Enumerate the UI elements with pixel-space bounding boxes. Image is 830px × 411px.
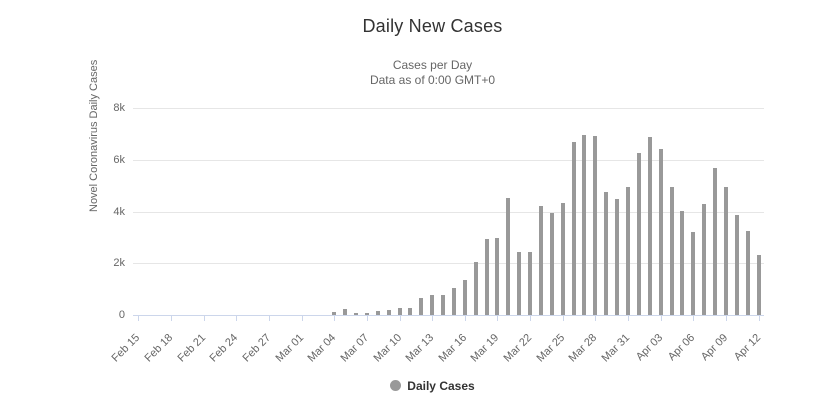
x-tick-mar-22 [530,316,532,321]
gridline-6k [133,159,764,161]
x-tick-mar-19 [497,316,499,321]
chart-subtitle-line2: Data as of 0:00 GMT+0 [369,73,496,87]
bar-mar-15[interactable] [451,288,456,315]
x-tick-mar-28 [595,316,597,321]
bar-mar-20[interactable] [506,198,511,315]
bar-mar-17[interactable] [473,262,478,315]
x-tick-feb-24 [236,316,238,321]
bar-mar-27[interactable] [582,135,587,315]
chart-title: Daily New Cases [362,16,503,36]
bar-mar-28[interactable] [593,136,598,315]
bar-mar-26[interactable] [571,142,576,315]
plot-area [133,108,764,315]
bar-mar-29[interactable] [604,192,609,315]
gridline-4k [133,211,764,213]
bar-mar-31[interactable] [626,187,630,315]
bar-mar-10[interactable] [397,308,402,315]
bar-apr-11[interactable] [745,231,750,315]
bar-mar-05[interactable] [343,309,348,315]
bar-apr-08[interactable] [713,168,718,315]
x-axis-line [133,315,764,316]
bar-apr-02[interactable] [647,137,652,315]
bar-mar-22[interactable] [528,252,533,315]
bar-mar-08[interactable] [375,311,380,315]
y-tick-label-4k: 4k [113,205,125,218]
bar-mar-06[interactable] [354,313,359,315]
legend-item-daily-cases[interactable]: Daily Cases [390,378,475,393]
bar-mar-30[interactable] [615,199,620,315]
bar-apr-12[interactable] [756,255,761,315]
x-tick-feb-27 [268,316,270,321]
chart-legend: Daily Cases [35,378,830,396]
x-tick-apr-06 [693,316,695,321]
x-tick-feb-18 [171,316,173,321]
legend-label: Daily Cases [407,378,475,393]
x-tick-mar-25 [562,316,564,321]
bar-mar-04[interactable] [332,312,337,315]
x-tick-mar-01 [301,316,303,321]
bar-mar-21[interactable] [517,252,522,315]
chart-subtitle-line1: Cases per Day [392,58,473,72]
bar-mar-12[interactable] [419,298,424,315]
x-tick-apr-09 [725,316,727,321]
gridline-2k [133,263,764,265]
x-tick-mar-16 [464,316,466,321]
bar-mar-11[interactable] [408,308,413,315]
bar-mar-18[interactable] [484,239,489,315]
bar-mar-24[interactable] [549,213,554,315]
x-tick-apr-12 [758,316,760,321]
bar-mar-09[interactable] [386,310,391,315]
bar-apr-03[interactable] [658,149,663,315]
bar-apr-01[interactable] [636,153,641,315]
bar-apr-06[interactable] [691,232,696,315]
x-tick-mar-13 [432,316,434,321]
chart-subtitle: Cases per Day Data as of 0:00 GMT+0 [35,58,830,88]
legend-marker-icon [390,380,402,391]
x-tick-apr-03 [660,316,662,321]
bar-apr-09[interactable] [723,187,728,315]
bar-apr-04[interactable] [669,187,674,315]
bar-apr-07[interactable] [702,204,707,315]
x-tick-feb-15 [138,316,140,321]
bar-apr-05[interactable] [680,211,685,315]
bar-apr-10[interactable] [734,215,739,315]
bar-mar-14[interactable] [441,295,446,315]
bar-mar-25[interactable] [560,203,565,315]
x-tick-feb-21 [203,316,205,321]
y-tick-label-6k: 6k [113,153,125,166]
x-tick-mar-07 [366,316,368,321]
bar-mar-13[interactable] [430,295,435,315]
y-tick-label-0: 0 [118,309,125,321]
bar-mar-19[interactable] [495,238,500,315]
x-tick-mar-10 [399,316,401,321]
gridline-8k [133,108,764,109]
bar-mar-07[interactable] [364,313,369,315]
bar-mar-16[interactable] [462,280,467,315]
x-tick-mar-31 [628,316,629,321]
bar-mar-23[interactable] [538,206,543,315]
x-tick-mar-04 [334,316,336,321]
y-tick-label-2k: 2k [113,257,125,270]
y-tick-label-8k: 8k [113,102,125,114]
